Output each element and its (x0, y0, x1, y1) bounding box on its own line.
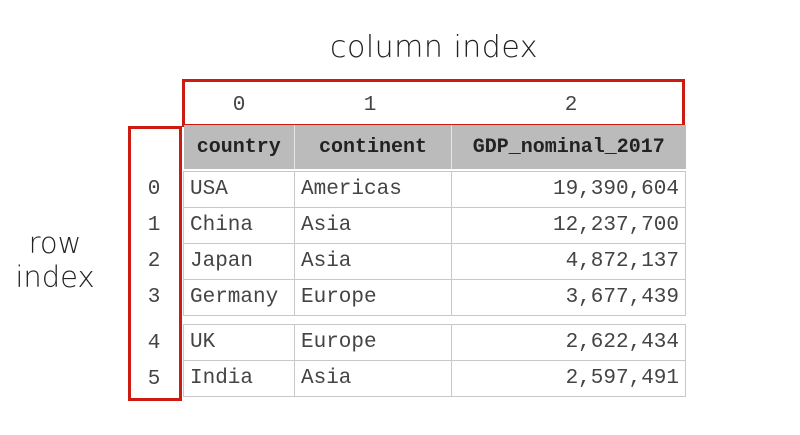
cell-continent: Asia (294, 360, 452, 397)
row-index-3: 3 (147, 286, 161, 309)
cell-country: China (183, 207, 295, 244)
header-country: country (183, 125, 295, 169)
cell-country: Japan (183, 243, 295, 280)
cell-gdp: 19,390,604 (451, 171, 686, 208)
data-frame-table: country continent GDP_nominal_2017 USA A… (183, 125, 686, 397)
column-index-1: 1 (363, 94, 377, 117)
column-index-label: column index (329, 30, 539, 65)
table-row: Japan Asia 4,872,137 (183, 243, 686, 280)
cell-country: India (183, 360, 295, 397)
column-index-0: 0 (232, 94, 246, 117)
row-index-label-line2: index (15, 260, 95, 294)
cell-country: Germany (183, 279, 295, 316)
cell-gdp: 3,677,439 (451, 279, 686, 316)
row-index-4: 4 (147, 332, 161, 355)
table-row: UK Europe 2,622,434 (183, 324, 686, 361)
cell-gdp: 12,237,700 (451, 207, 686, 244)
table-row: USA Americas 19,390,604 (183, 171, 686, 208)
cell-continent: Asia (294, 243, 452, 280)
cell-country: UK (183, 324, 295, 361)
table-row: Germany Europe 3,677,439 (183, 279, 686, 316)
table-header-row: country continent GDP_nominal_2017 (183, 125, 686, 169)
row-index-5: 5 (147, 368, 161, 391)
table-row: India Asia 2,597,491 (183, 360, 686, 397)
cell-gdp: 2,597,491 (451, 360, 686, 397)
header-gdp: GDP_nominal_2017 (451, 125, 686, 169)
cell-continent: Europe (294, 279, 452, 316)
row-index-0: 0 (147, 178, 161, 201)
row-index-1: 1 (147, 214, 161, 237)
cell-continent: Asia (294, 207, 452, 244)
cell-country: USA (183, 171, 295, 208)
cell-continent: Americas (294, 171, 452, 208)
cell-continent: Europe (294, 324, 452, 361)
header-continent: continent (294, 125, 452, 169)
cell-gdp: 4,872,137 (451, 243, 686, 280)
row-index-label: row index (0, 226, 110, 294)
row-index-highlight-box (128, 126, 182, 401)
cell-gdp: 2,622,434 (451, 324, 686, 361)
row-index-label-line1: row (28, 226, 82, 260)
row-index-2: 2 (147, 250, 161, 273)
table-row: China Asia 12,237,700 (183, 207, 686, 244)
column-index-2: 2 (564, 94, 578, 117)
